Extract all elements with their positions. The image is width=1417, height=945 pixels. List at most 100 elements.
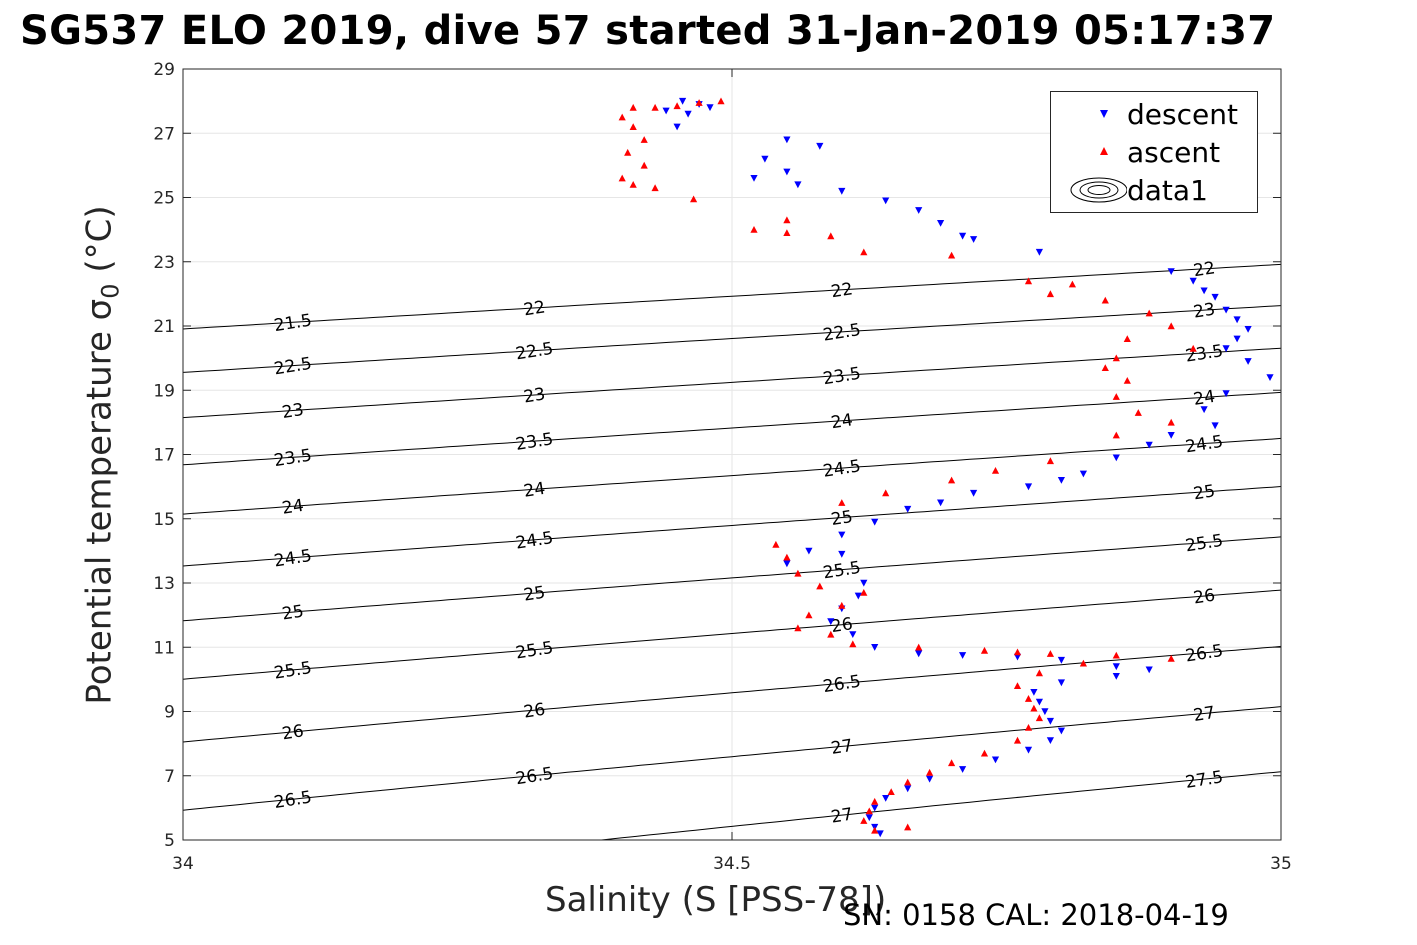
x-axis-label: Salinity (S [PSS-78]) — [545, 880, 887, 920]
ascent-point — [948, 759, 956, 767]
descent-point — [937, 220, 945, 227]
descent-point — [1057, 727, 1065, 735]
contour-label: 23.5 — [1184, 341, 1225, 367]
descent-point — [871, 518, 879, 526]
contour-label: 24.5 — [822, 456, 863, 482]
ascent-point — [695, 99, 703, 106]
descent-point — [1266, 374, 1274, 381]
ascent-point — [1167, 322, 1175, 330]
y-tick-label: 9 — [164, 703, 175, 723]
ascent-point — [860, 248, 868, 256]
descent-point — [684, 110, 692, 118]
contour-line — [183, 645, 1281, 743]
descent-point — [1057, 679, 1065, 687]
contour-label: 24 — [1192, 387, 1217, 410]
ascent-point — [783, 553, 791, 561]
calibration-footer: SN: 0158 CAL: 2018-04-19 — [843, 898, 1229, 932]
ascent-point — [1068, 280, 1076, 288]
contour-line — [183, 391, 1281, 466]
descent-point — [816, 142, 824, 150]
ascent-point — [618, 174, 626, 182]
ascent-point — [1035, 669, 1043, 677]
descent-point — [1233, 316, 1241, 324]
descent-point — [838, 531, 846, 539]
y-tick-label: 25 — [153, 189, 175, 209]
descent-point — [915, 207, 923, 214]
ascent-point — [1046, 457, 1054, 465]
ascent-point — [1024, 724, 1033, 731]
descent-point — [838, 550, 846, 558]
contour-labels: 21.5 22 22 22 22.5 22.5 22.5 23 23 23 23.5 23.5 23.5… — [273, 258, 1225, 827]
contour-label: 26 — [522, 700, 547, 723]
ascent-point — [1013, 648, 1022, 656]
contour-label: 27.5 — [1184, 767, 1225, 793]
y-tick-label: 29 — [153, 60, 175, 80]
descent-point — [1189, 277, 1197, 285]
contour-label: 26 — [281, 721, 306, 744]
descent-point — [904, 785, 912, 793]
descent-point — [1112, 454, 1120, 462]
descent-point — [959, 652, 967, 659]
legend-item-ascent: ascent — [1051, 134, 1259, 170]
ascent-point — [1123, 335, 1131, 342]
descent-point — [882, 795, 890, 802]
ascent-point — [827, 630, 835, 638]
descent-point — [1024, 746, 1033, 754]
contour-label: 23.5 — [514, 429, 555, 455]
descent-point — [1211, 422, 1219, 430]
contour-line — [183, 347, 1281, 419]
descent-point — [865, 814, 873, 822]
contour-line — [1162, 843, 1281, 856]
ascent-point — [1101, 296, 1109, 304]
x-tick-label: 35 — [1270, 854, 1292, 874]
contour-label: 27 — [830, 805, 855, 828]
ascent-point — [794, 569, 802, 577]
descent-point — [783, 136, 791, 144]
ascent-point — [640, 136, 648, 143]
ascent-point — [1167, 418, 1175, 426]
contour-label: 26.5 — [822, 671, 863, 697]
contour-label: 21.5 — [273, 310, 314, 336]
descent-point — [871, 644, 879, 651]
ascent-point — [887, 788, 895, 795]
ascent-point — [816, 582, 824, 590]
contour-line — [183, 437, 1281, 515]
contour-label: 26.5 — [514, 764, 555, 790]
triangle-up-icon — [1100, 147, 1108, 155]
descent-point — [991, 756, 1000, 764]
ascent-point — [750, 226, 758, 233]
descent-point — [1222, 306, 1230, 314]
ascent-point — [783, 216, 791, 224]
descent-point — [827, 618, 835, 626]
legend-label-ascent: ascent — [1127, 136, 1221, 169]
ascent-point — [717, 97, 725, 105]
ascent-point — [1112, 651, 1120, 659]
ascent-point — [871, 826, 879, 834]
ascent-point — [1167, 654, 1175, 662]
ascent-point — [980, 646, 989, 654]
ascent-point — [1079, 659, 1087, 667]
descent-point — [1200, 406, 1208, 414]
contour-label: 24 — [281, 496, 306, 519]
descent-point — [937, 499, 945, 507]
y-axis-label: Potential temperature σ0 (°C) — [80, 205, 125, 704]
contour-line — [183, 706, 1281, 811]
descent-point — [926, 775, 934, 783]
descent-point — [1057, 656, 1065, 664]
contour-label: 25 — [522, 583, 547, 606]
ascent-point — [838, 601, 846, 609]
contour-line — [183, 263, 1281, 330]
descent-point — [805, 547, 813, 555]
ascent-point — [629, 123, 637, 130]
contour-label: 24.5 — [273, 546, 314, 572]
ascent-point — [991, 467, 1000, 474]
descent-point — [1222, 345, 1230, 353]
contour-label: 23.5 — [273, 445, 314, 471]
ascent-point — [1046, 290, 1054, 298]
descent-point — [959, 766, 967, 773]
ascent-point — [904, 823, 912, 831]
contour-label: 24 — [522, 479, 547, 502]
descent-point — [1211, 293, 1219, 301]
contour-label: 25.5 — [822, 558, 863, 584]
